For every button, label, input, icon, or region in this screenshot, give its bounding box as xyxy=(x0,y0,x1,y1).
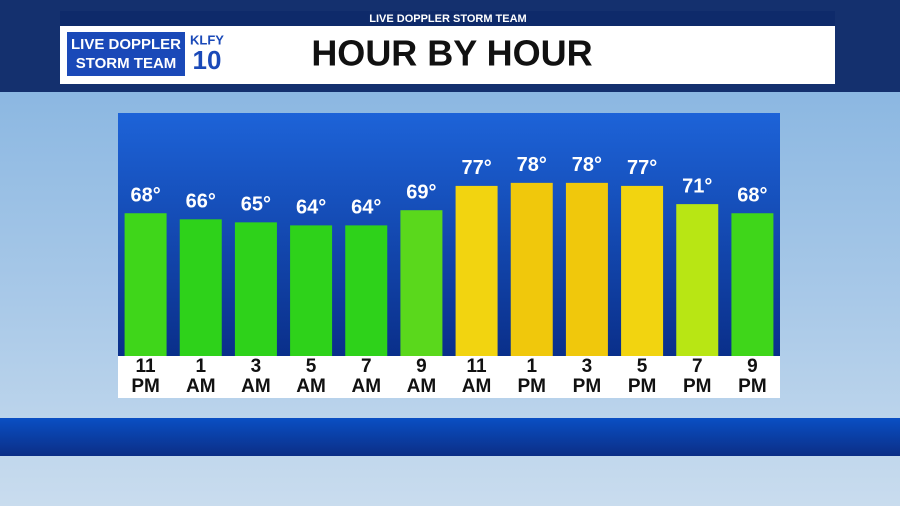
x-tick-label: 1 AM xyxy=(185,357,216,397)
value-label: 78° xyxy=(572,154,602,176)
bar xyxy=(290,225,333,356)
value-label: 69° xyxy=(406,181,436,203)
x-tick-label-box: 1 AM xyxy=(185,357,216,397)
x-tick-label: 11 AM xyxy=(461,357,492,397)
x-tick-label-box: 5 AM xyxy=(296,357,326,397)
bar xyxy=(455,185,498,356)
value-label: 71° xyxy=(682,175,712,197)
value-label: 77° xyxy=(627,157,657,179)
value-label: 66° xyxy=(186,191,216,213)
value-label: 68° xyxy=(737,185,767,207)
x-tick-label-box: 3 AM xyxy=(241,357,271,397)
x-tick-label-box: 7 AM xyxy=(351,357,382,397)
plot-panel xyxy=(118,113,780,356)
strip xyxy=(60,11,835,26)
bottom-band xyxy=(0,418,900,456)
bar xyxy=(510,182,553,356)
x-tick-label: 7 AM xyxy=(351,357,382,397)
station-text: KLFY xyxy=(190,32,224,47)
x-tick-label-box: 11 AM xyxy=(461,357,492,397)
bar xyxy=(621,185,664,356)
label-strip xyxy=(118,356,780,398)
bar xyxy=(565,182,608,356)
channel-text: 10 xyxy=(193,45,222,75)
x-tick-label-box: 9 PM xyxy=(738,357,767,397)
bar xyxy=(731,213,774,356)
x-tick-label: 7 PM xyxy=(683,357,712,397)
logo-text: LIVE DOPPLER xyxy=(71,36,181,53)
value-label: 78° xyxy=(517,154,547,176)
x-tick-label-box: 5 PM xyxy=(627,357,657,397)
value-label: 77° xyxy=(461,157,491,179)
strip-text: LIVE DOPPLER STORM TEAM xyxy=(369,13,526,25)
x-tick-label: 9 PM xyxy=(738,357,767,397)
x-tick-label: 1 PM xyxy=(517,357,547,397)
x-tick-label-box: 1 PM xyxy=(517,357,547,397)
bar xyxy=(676,204,719,356)
x-tick-label: 11 PM xyxy=(131,357,160,397)
value-label: 68° xyxy=(130,185,160,207)
bar xyxy=(179,219,222,356)
x-tick-label-box: 11 PM xyxy=(131,357,160,397)
value-label: 65° xyxy=(241,194,271,216)
bar xyxy=(234,222,277,356)
x-tick-label: 9 AM xyxy=(406,357,437,397)
value-label: 64° xyxy=(296,197,326,219)
x-tick-label: 3 AM xyxy=(241,357,271,397)
bar xyxy=(345,225,388,356)
x-tick-label-box: 3 PM xyxy=(572,357,602,397)
x-tick-label: 3 PM xyxy=(572,357,602,397)
x-tick-label: 5 AM xyxy=(296,357,326,397)
logo-box xyxy=(65,30,187,78)
x-tick-label: 5 PM xyxy=(627,357,657,397)
logo-text: STORM TEAM xyxy=(76,55,177,72)
x-tick-label-box: 9 AM xyxy=(406,357,437,397)
x-tick-label-box: 7 PM xyxy=(683,357,712,397)
chart-title: HOUR BY HOUR xyxy=(311,33,592,74)
value-label: 64° xyxy=(351,197,381,219)
bar xyxy=(400,210,443,356)
title-banner xyxy=(60,26,835,84)
bar xyxy=(124,213,167,356)
